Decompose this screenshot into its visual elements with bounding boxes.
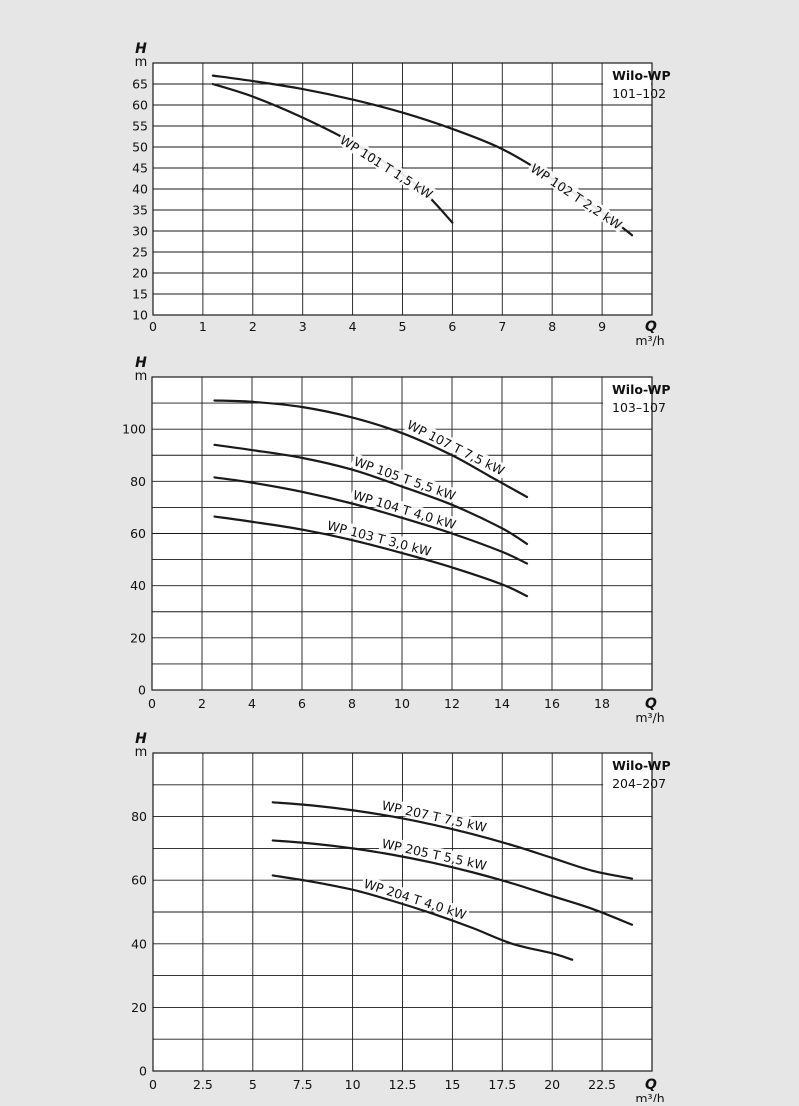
- series-line-1: [213, 399, 529, 499]
- y-axis-symbol: H: [135, 355, 147, 371]
- legend-box: [603, 378, 651, 429]
- grid-lines: [151, 376, 653, 691]
- y-tick-label-40: 40: [131, 936, 147, 951]
- y-tick-label-40: 40: [130, 578, 146, 593]
- y-tick-label-10: 10: [132, 308, 148, 323]
- x-tick-label-2: 2: [198, 696, 206, 711]
- series-line-1: [271, 801, 634, 880]
- plot-frame: [151, 376, 653, 691]
- x-axis-symbol: Q: [645, 1077, 657, 1093]
- y-axis-unit: m: [135, 55, 148, 70]
- y-tick-label-45: 45: [132, 161, 148, 176]
- y-tick-label-55: 55: [132, 119, 148, 134]
- x-tick-label-20: 20: [544, 1077, 560, 1092]
- y-tick-label-30: 30: [132, 224, 148, 239]
- x-axis-unit: m³/h: [635, 710, 664, 725]
- y-tick-label-20: 20: [130, 630, 146, 645]
- x-tick-label-6: 6: [448, 319, 456, 334]
- series-label-halo-1: [336, 131, 438, 203]
- y-tick-label-0: 0: [139, 1064, 147, 1079]
- x-tick-label-12: 12: [444, 696, 460, 711]
- series-label-halo-4: [323, 517, 435, 559]
- x-axis-unit: m³/h: [635, 1091, 664, 1102]
- x-tick-label-12_5: 12.5: [389, 1077, 417, 1092]
- y-tick-label-50: 50: [132, 140, 148, 155]
- series-label-halo-2: [378, 835, 490, 873]
- x-tick-label-17_5: 17.5: [488, 1077, 516, 1092]
- y-tick-label-80: 80: [131, 809, 147, 824]
- y-tick-label-35: 35: [132, 203, 148, 218]
- y-tick-label-40: 40: [132, 182, 148, 197]
- plot-frame: [152, 62, 653, 316]
- chart-2: 0 20 40 60 80 100 0 2 4 6 8 10 12 14 16 18 Hm Qm³/h Wilo-W…: [122, 355, 670, 725]
- legend-model-range: 101–102: [612, 86, 666, 101]
- legend-model-range: 204–207: [612, 776, 666, 791]
- y-tick-label-15: 15: [132, 287, 148, 302]
- x-axis-symbol: Q: [645, 319, 657, 335]
- y-axis-symbol: H: [135, 731, 147, 747]
- plot-frame: [152, 752, 653, 1072]
- series-label-halo-1: [403, 416, 509, 479]
- x-tick-label-0: 0: [149, 319, 157, 334]
- y-tick-label-20: 20: [131, 1000, 147, 1015]
- x-tick-label-4: 4: [248, 696, 256, 711]
- x-tick-label-1: 1: [199, 319, 207, 334]
- x-tick-label-10: 10: [394, 696, 410, 711]
- series-label-halo-3: [360, 875, 471, 923]
- series-label-halo-2: [526, 159, 627, 233]
- y-axis-symbol: H: [135, 41, 147, 57]
- legend-brand: Wilo-WP: [612, 758, 671, 773]
- legend-box: [603, 64, 651, 104]
- y-tick-label-65: 65: [132, 77, 148, 92]
- x-tick-label-8: 8: [548, 319, 556, 334]
- x-axis-symbol: Q: [645, 696, 657, 712]
- y-tick-label-25: 25: [132, 245, 148, 260]
- y-tick-label-80: 80: [130, 474, 146, 489]
- x-tick-label-22_5: 22.5: [588, 1077, 616, 1092]
- chart-3: 0 20 40 60 80 0 2.5 5 7.5 10 12.5 15 17.5 20 22.5 Hm Qm³…: [131, 731, 671, 1106]
- x-tick-label-7: 7: [498, 319, 506, 334]
- x-tick-label-7_5: 7.5: [293, 1077, 313, 1092]
- series-label-halo-2: [350, 453, 460, 504]
- y-tick-label-20: 20: [132, 266, 148, 281]
- series-line-4: [213, 515, 529, 598]
- series-line-3: [271, 874, 574, 961]
- legend-brand: Wilo-WP: [612, 382, 671, 397]
- x-tick-label-18: 18: [594, 696, 610, 711]
- y-tick-label-100: 100: [122, 422, 146, 437]
- x-tick-label-3: 3: [299, 319, 307, 334]
- x-tick-label-5: 5: [399, 319, 407, 334]
- y-tick-label-60: 60: [132, 98, 148, 113]
- x-tick-label-6: 6: [298, 696, 306, 711]
- x-tick-label-2_5: 2.5: [193, 1077, 213, 1092]
- x-tick-label-5: 5: [249, 1077, 257, 1092]
- series-label-halo-1: [378, 797, 490, 835]
- x-tick-label-15: 15: [444, 1077, 460, 1092]
- x-tick-label-14: 14: [494, 696, 510, 711]
- y-tick-label-0: 0: [138, 683, 146, 698]
- y-axis-unit: m: [135, 369, 148, 384]
- x-tick-label-8: 8: [348, 696, 356, 711]
- legend-brand: Wilo-WP: [612, 68, 671, 83]
- x-tick-label-16: 16: [544, 696, 560, 711]
- x-tick-label-2: 2: [249, 319, 257, 334]
- legend-box: [603, 754, 651, 816]
- series-line-2: [213, 443, 529, 546]
- x-axis-unit: m³/h: [635, 333, 664, 348]
- legend-model-range: 103–107: [612, 400, 666, 415]
- series-line-3: [213, 476, 529, 565]
- x-tick-label-0: 0: [149, 1077, 157, 1092]
- x-tick-label-4: 4: [349, 319, 357, 334]
- x-tick-label-9: 9: [598, 319, 606, 334]
- series-line-2: [271, 839, 634, 926]
- y-tick-label-60: 60: [131, 873, 147, 888]
- y-tick-label-60: 60: [130, 526, 146, 541]
- y-axis-unit: m: [135, 745, 148, 760]
- series-label-halo-3: [349, 486, 460, 532]
- x-tick-label-10: 10: [345, 1077, 361, 1092]
- x-tick-label-0: 0: [148, 696, 156, 711]
